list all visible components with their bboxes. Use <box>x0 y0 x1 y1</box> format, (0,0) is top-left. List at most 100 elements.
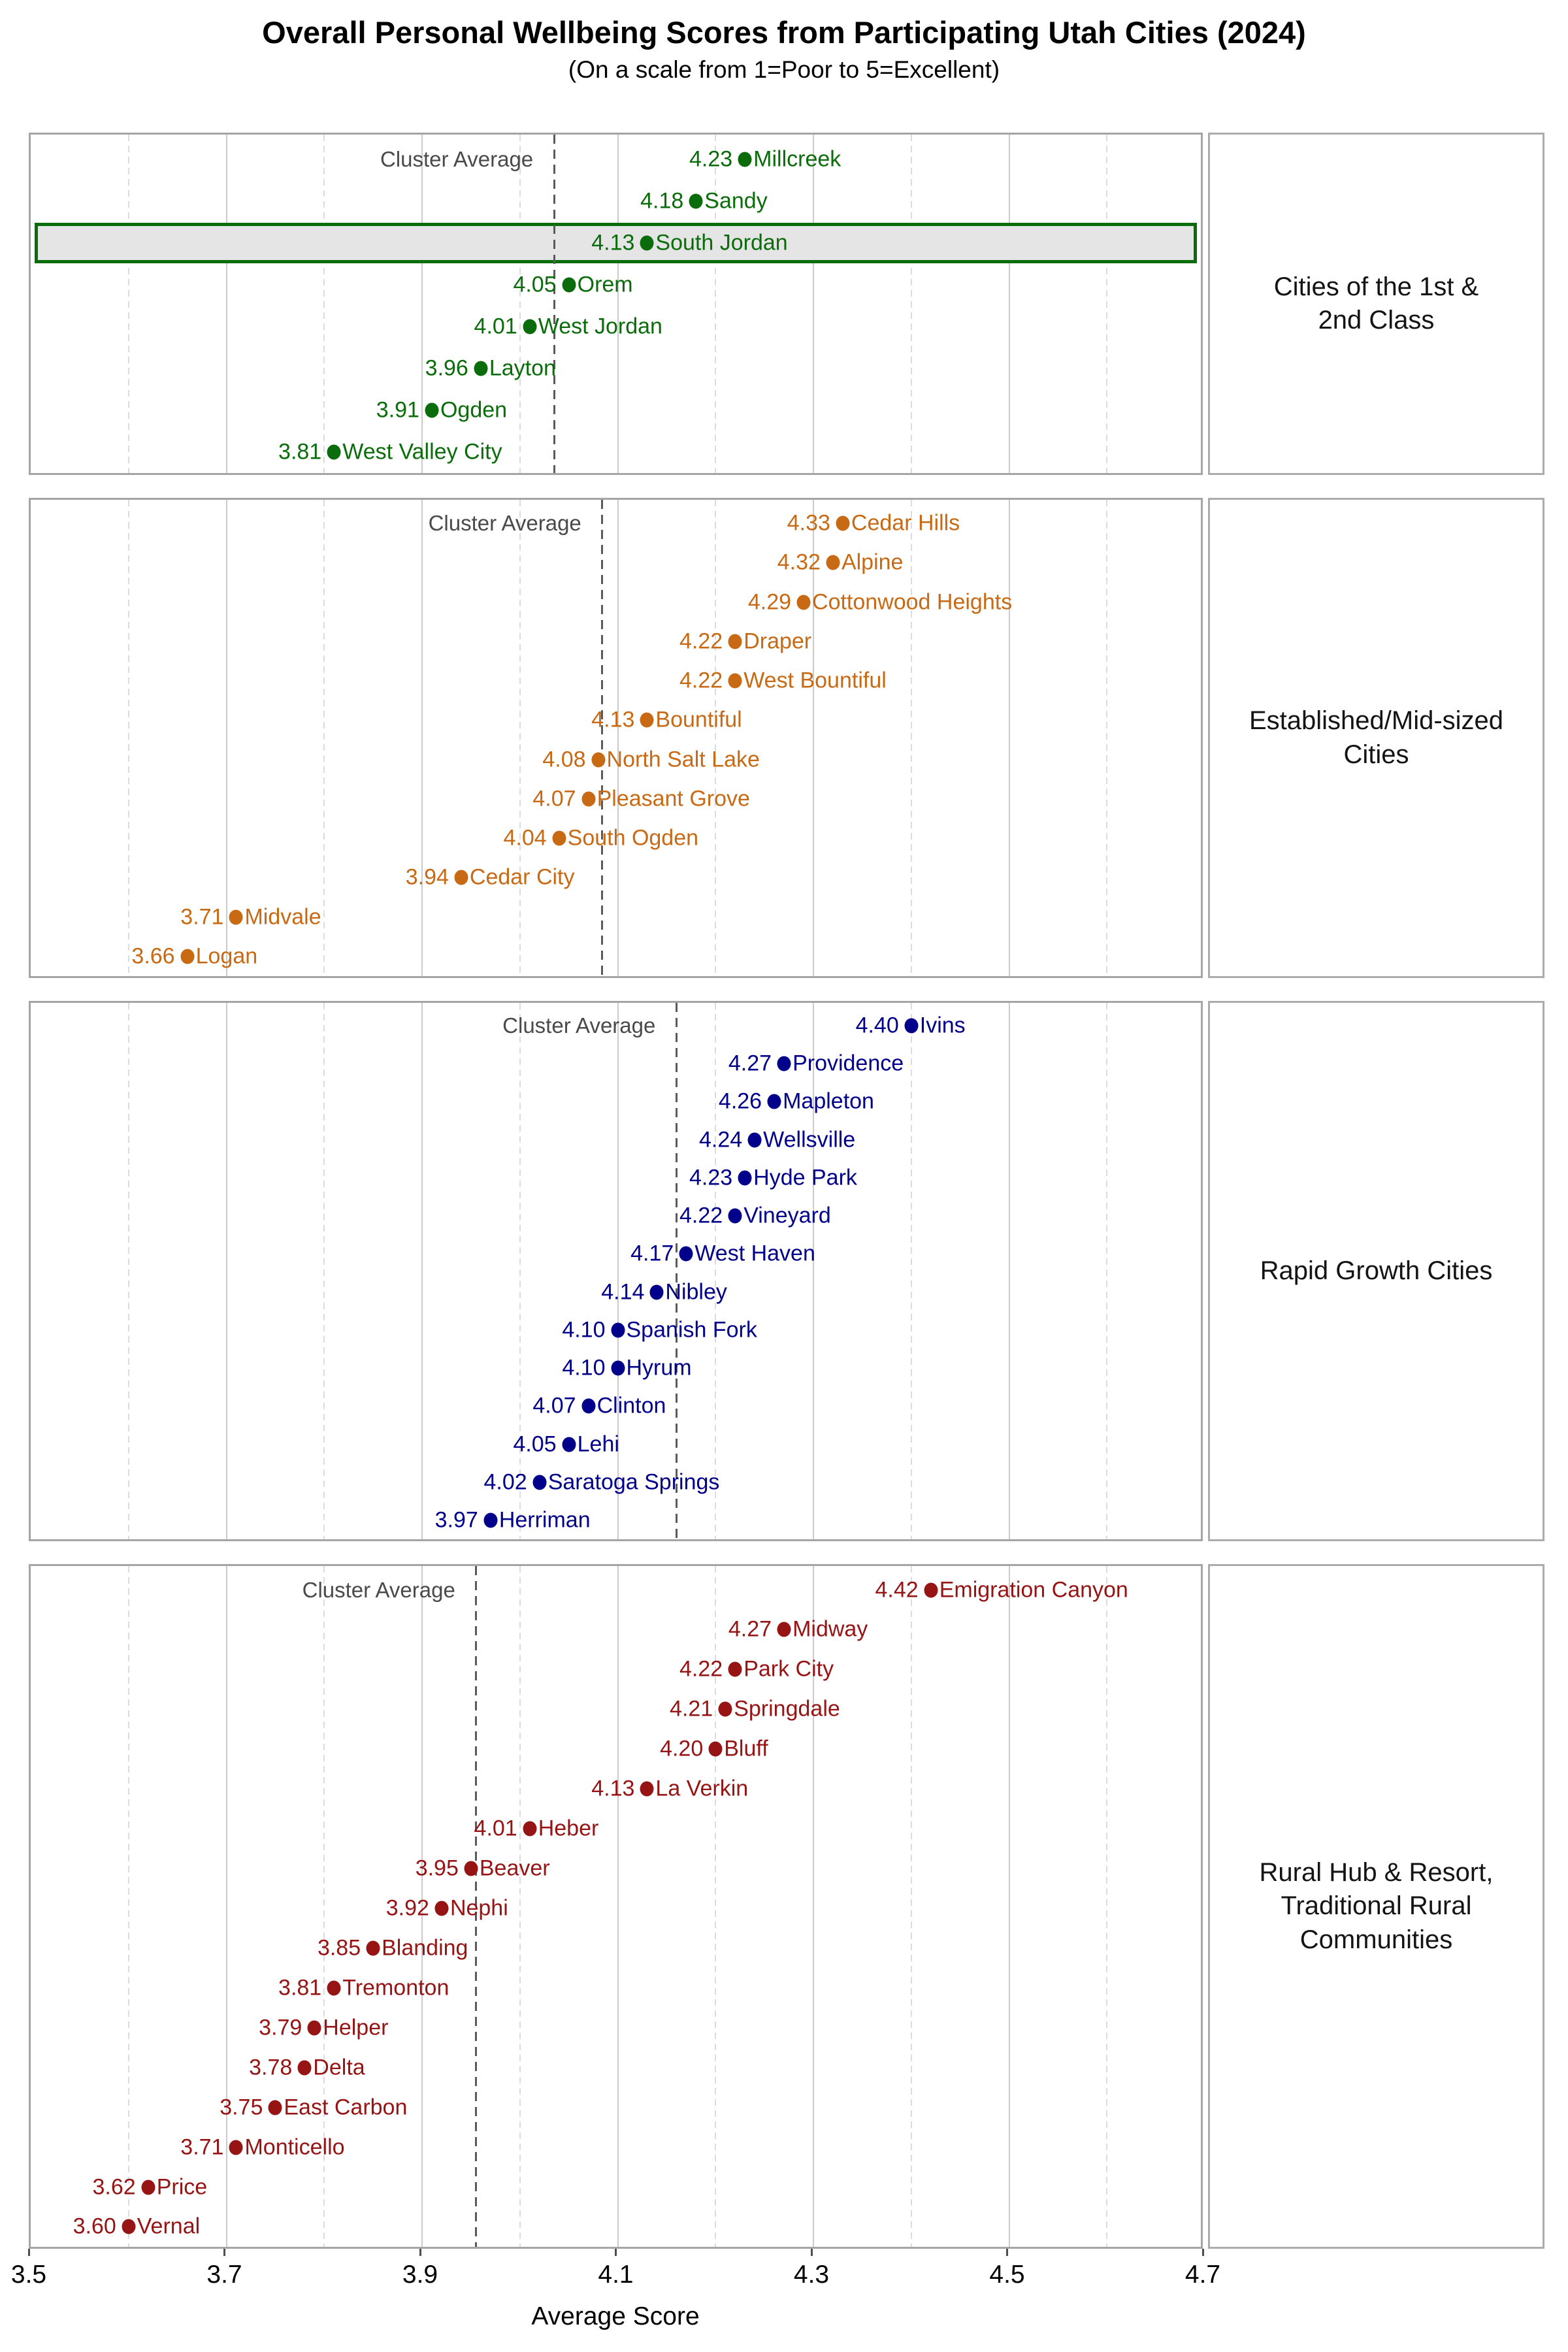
city-label: Lehi <box>577 1431 619 1457</box>
gridline-minor <box>323 1566 325 2247</box>
city-label: Sandy <box>704 188 768 214</box>
point-dot <box>689 193 703 209</box>
point-dot <box>924 1582 938 1598</box>
point-dot <box>523 319 537 335</box>
point-dot <box>327 444 341 460</box>
city-label: Helper <box>323 2015 389 2040</box>
city-label: Clinton <box>596 1393 666 1418</box>
city-label: Millcreek <box>753 146 841 172</box>
x-tick-label: 4.1 <box>598 2261 634 2289</box>
point-dot <box>532 1475 547 1490</box>
gridline-minor <box>1106 1003 1108 1539</box>
city-label: Midway <box>792 1616 868 1642</box>
city-label: Nephi <box>449 1895 508 1921</box>
gridline-major <box>1008 500 1010 976</box>
score-label: 4.33 <box>787 510 830 536</box>
point-dot <box>904 1018 919 1034</box>
point-dot <box>141 2180 155 2195</box>
cluster-average-line <box>475 1566 478 2247</box>
score-label: 4.07 <box>532 786 576 811</box>
cluster-average-line <box>675 1003 678 1539</box>
point-dot <box>640 1781 654 1797</box>
score-label: 4.24 <box>698 1127 743 1152</box>
point-dot <box>562 277 576 293</box>
point-dot <box>581 1398 596 1414</box>
city-label: West Valley City <box>342 439 502 465</box>
point-dot <box>611 1360 625 1376</box>
facet-strip-label: Cities of the 1st & <box>1273 272 1479 301</box>
score-label: 4.40 <box>855 1013 899 1038</box>
score-label: 3.85 <box>317 1935 361 1961</box>
point-dot <box>591 752 606 768</box>
city-label: Orem <box>577 272 633 297</box>
city-label: West Haven <box>694 1241 815 1266</box>
score-label: 3.60 <box>73 2213 116 2239</box>
point-dot <box>307 2020 321 2036</box>
gridline-minor <box>519 500 521 976</box>
city-label: Bluff <box>724 1736 768 1761</box>
city-label: East Carbon <box>284 2095 408 2120</box>
gridline-minor <box>127 135 129 473</box>
point-dot <box>679 1246 693 1262</box>
score-label: 4.27 <box>728 1051 772 1076</box>
score-label: 3.95 <box>415 1855 459 1881</box>
point-dot <box>728 1208 742 1224</box>
point-dot <box>425 402 439 418</box>
chart-subtitle: (On a scale from 1=Poor to 5=Excellent) <box>568 56 1000 83</box>
city-label: Ogden <box>440 397 508 423</box>
city-label: Hyrum <box>626 1355 692 1380</box>
facet-panel-4: Cluster Average 4.42 Emigration Canyon 4.27… <box>29 1564 1203 2249</box>
score-label: 4.18 <box>640 188 684 214</box>
point-dot <box>483 1512 498 1528</box>
score-label: 4.22 <box>679 1656 723 1682</box>
gridline-minor <box>910 500 912 976</box>
score-label: 4.07 <box>532 1393 576 1418</box>
city-label: Cedar Hills <box>851 510 960 536</box>
score-label: 3.81 <box>278 439 322 465</box>
score-label: 4.10 <box>562 1317 606 1343</box>
gridline-major <box>421 135 423 473</box>
point-dot <box>268 2100 282 2115</box>
point-dot <box>738 1170 752 1186</box>
score-label: 4.05 <box>513 1431 557 1457</box>
x-tick-mark <box>1201 2249 1204 2256</box>
score-label: 4.32 <box>777 549 821 575</box>
score-label: 3.91 <box>376 397 419 423</box>
point-dot <box>718 1701 732 1717</box>
city-label: Nibley <box>665 1279 727 1305</box>
gridline-major <box>421 1566 423 2247</box>
x-tick-label: 3.5 <box>10 2261 47 2289</box>
score-label: 4.23 <box>689 1165 733 1190</box>
score-label: 4.10 <box>562 1355 606 1380</box>
point-dot <box>523 1821 537 1837</box>
point-dot <box>796 595 811 610</box>
gridline-minor <box>519 1566 521 2247</box>
gridline-minor <box>910 135 912 473</box>
point-dot <box>708 1741 723 1757</box>
gridline-major <box>421 500 423 976</box>
x-tick-mark <box>1006 2249 1008 2256</box>
point-dot <box>464 1861 478 1876</box>
city-label: Tremonton <box>342 1975 449 2001</box>
city-label: Herriman <box>498 1507 591 1533</box>
point-dot <box>581 791 596 807</box>
point-dot <box>728 1661 742 1677</box>
city-label: Saratoga Springs <box>547 1469 720 1495</box>
point-dot <box>562 1437 576 1452</box>
x-tick-mark <box>223 2249 225 2256</box>
score-label: 4.01 <box>474 1816 517 1841</box>
score-label: 3.97 <box>434 1507 478 1533</box>
gridline-major <box>225 1003 227 1539</box>
facet-strip-4: Rural Hub & Resort, Traditional Rural Comm… <box>1208 1564 1544 2249</box>
city-label: Bountiful <box>655 707 742 732</box>
score-label: 4.29 <box>747 589 792 615</box>
point-dot <box>728 634 742 649</box>
x-tick-label: 4.5 <box>989 2261 1025 2289</box>
gridline-minor <box>1106 135 1108 473</box>
city-label: Ivins <box>919 1013 966 1038</box>
city-label: Monticello <box>244 2134 345 2160</box>
score-label: 4.17 <box>630 1241 674 1266</box>
cluster-average-label: Cluster Average <box>502 1013 656 1037</box>
gridline-major <box>1008 1566 1010 2247</box>
cluster-average-label: Cluster Average <box>428 511 581 536</box>
